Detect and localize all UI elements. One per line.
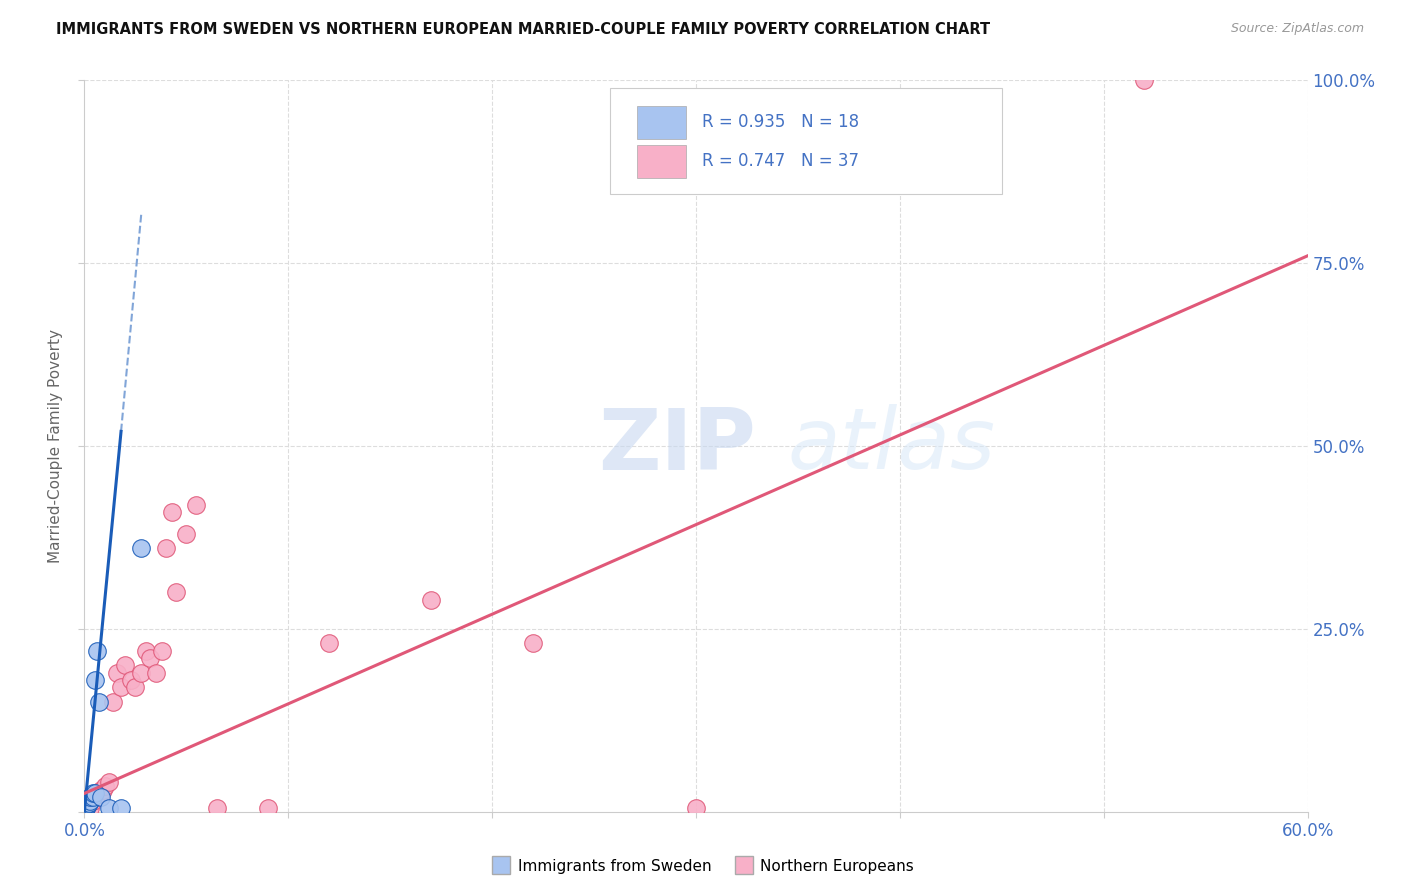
Point — [79, 794, 101, 808]
Point — [138, 651, 160, 665]
Point — [87, 695, 110, 709]
Point — [165, 585, 187, 599]
Text: IMMIGRANTS FROM SWEDEN VS NORTHERN EUROPEAN MARRIED-COUPLE FAMILY POVERTY CORREL: IMMIGRANTS FROM SWEDEN VS NORTHERN EUROP… — [56, 22, 990, 37]
Point — [86, 644, 108, 658]
Point — [205, 801, 228, 815]
Point — [155, 541, 177, 556]
Point — [87, 787, 110, 801]
Point — [105, 665, 128, 680]
Text: ZIP: ZIP — [598, 404, 756, 488]
Point — [90, 787, 112, 801]
Point — [186, 498, 208, 512]
Point — [79, 796, 101, 810]
Point — [77, 797, 100, 812]
Point — [110, 681, 132, 695]
Point — [83, 790, 105, 805]
Point — [91, 782, 114, 797]
Point — [110, 801, 132, 815]
Point — [120, 673, 142, 687]
Point — [75, 797, 97, 812]
Point — [420, 592, 443, 607]
Point — [79, 790, 101, 805]
Point — [124, 681, 146, 695]
Point — [82, 794, 104, 808]
Point — [75, 801, 97, 815]
Text: Source: ZipAtlas.com: Source: ZipAtlas.com — [1230, 22, 1364, 36]
Point — [97, 775, 120, 789]
Text: R = 0.747   N = 37: R = 0.747 N = 37 — [702, 152, 859, 169]
Point — [76, 798, 98, 813]
Point — [79, 794, 101, 808]
Point — [131, 665, 153, 680]
Point — [82, 787, 104, 801]
Point — [90, 790, 112, 805]
Point — [318, 636, 340, 650]
Point — [86, 790, 108, 805]
Point — [82, 790, 104, 805]
Legend: Immigrants from Sweden, Northern Europeans: Immigrants from Sweden, Northern Europea… — [485, 853, 921, 880]
Text: R = 0.935   N = 18: R = 0.935 N = 18 — [702, 113, 859, 131]
Point — [93, 779, 117, 793]
FancyBboxPatch shape — [637, 106, 686, 139]
Point — [77, 797, 100, 812]
Point — [160, 505, 183, 519]
Point — [83, 673, 105, 687]
FancyBboxPatch shape — [637, 145, 686, 178]
Point — [101, 695, 124, 709]
Point — [77, 794, 100, 808]
Point — [114, 658, 136, 673]
Text: atlas: atlas — [787, 404, 995, 488]
Point — [522, 636, 544, 650]
Point — [145, 665, 167, 680]
Point — [1133, 73, 1156, 87]
Point — [97, 801, 120, 815]
Point — [90, 782, 112, 797]
Point — [135, 644, 157, 658]
Point — [685, 801, 707, 815]
Point — [131, 541, 153, 556]
Y-axis label: Married-Couple Family Poverty: Married-Couple Family Poverty — [48, 329, 63, 563]
Point — [79, 801, 101, 815]
Point — [176, 526, 198, 541]
FancyBboxPatch shape — [610, 87, 1002, 194]
Point — [75, 803, 97, 817]
Point — [257, 801, 280, 815]
Point — [150, 644, 173, 658]
Point — [83, 787, 105, 801]
Point — [75, 801, 97, 815]
